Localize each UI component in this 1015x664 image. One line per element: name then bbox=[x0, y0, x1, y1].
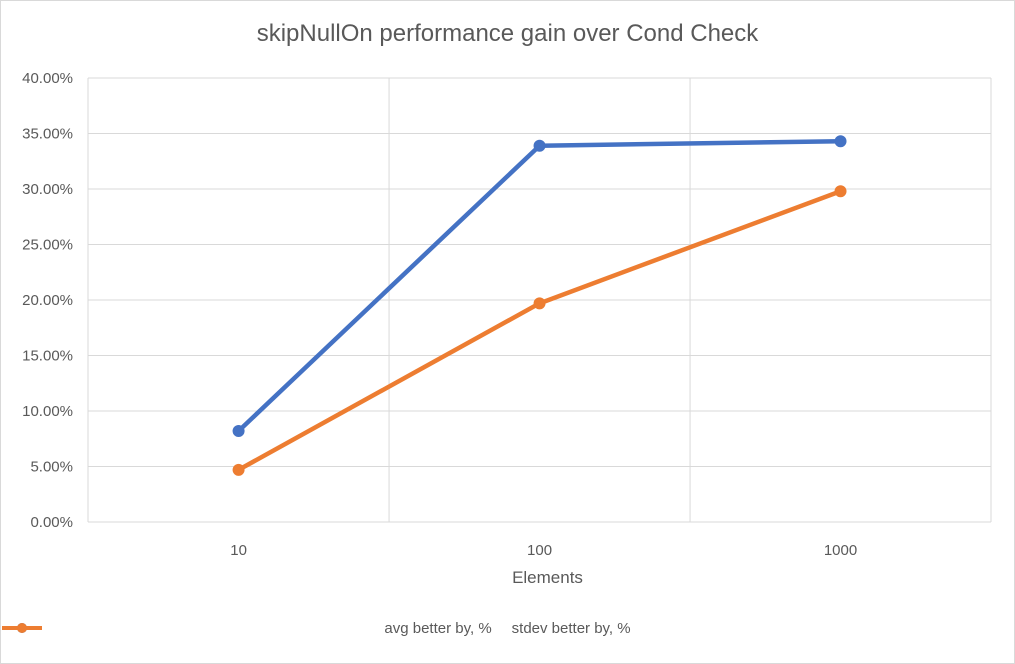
data-point bbox=[834, 185, 847, 198]
data-point bbox=[533, 297, 546, 310]
y-tick-label: 25.00% bbox=[22, 237, 73, 254]
series-line bbox=[236, 188, 843, 473]
y-tick-label: 30.00% bbox=[22, 181, 73, 198]
x-tick-label: 10 bbox=[230, 542, 247, 559]
x-tick-label: 100 bbox=[527, 542, 552, 559]
legend-label: avg better by, % bbox=[384, 620, 492, 637]
series-line bbox=[236, 139, 843, 434]
chart-legend: avg better by, % stdev better by, % bbox=[0, 620, 1015, 637]
data-point bbox=[834, 135, 847, 148]
legend-item: stdev better by, % bbox=[2, 620, 631, 637]
legend-label: stdev better by, % bbox=[511, 620, 631, 637]
data-point bbox=[232, 463, 245, 476]
x-tick-label: 1000 bbox=[824, 542, 857, 559]
legend-swatch bbox=[2, 623, 42, 633]
y-tick-label: 15.00% bbox=[22, 348, 73, 365]
data-point bbox=[232, 424, 245, 437]
y-tick-label: 10.00% bbox=[22, 403, 73, 420]
chart-title: skipNullOn performance gain over Cond Ch… bbox=[256, 20, 759, 47]
y-tick-label: 20.00% bbox=[22, 292, 73, 309]
y-tick-label: 0.00% bbox=[30, 514, 73, 531]
legend-item: avg better by, % bbox=[2, 620, 492, 637]
y-tick-label: 5.00% bbox=[30, 459, 73, 476]
y-tick-label: 40.00% bbox=[22, 70, 73, 87]
data-point bbox=[533, 139, 546, 152]
legend-marker bbox=[17, 623, 27, 633]
x-axis-title: Elements bbox=[512, 568, 583, 587]
y-tick-label: 35.00% bbox=[22, 126, 73, 143]
